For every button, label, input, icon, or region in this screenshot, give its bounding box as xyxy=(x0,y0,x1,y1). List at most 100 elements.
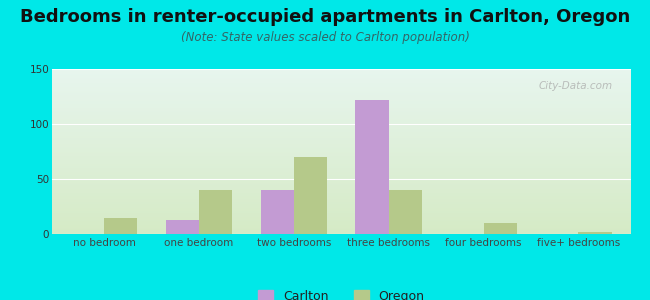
Bar xyxy=(52,207,630,208)
Bar xyxy=(52,90,630,91)
Bar xyxy=(52,121,630,122)
Bar xyxy=(52,73,630,74)
Bar xyxy=(52,194,630,195)
Bar xyxy=(52,180,630,181)
Bar xyxy=(52,125,630,126)
Bar xyxy=(52,192,630,193)
Bar xyxy=(52,82,630,83)
Bar xyxy=(52,198,630,199)
Bar xyxy=(52,216,630,217)
Bar xyxy=(52,159,630,160)
Bar xyxy=(52,91,630,92)
Bar xyxy=(52,164,630,165)
Bar xyxy=(52,102,630,103)
Bar xyxy=(52,123,630,124)
Bar xyxy=(52,80,630,81)
Bar xyxy=(52,222,630,223)
Bar xyxy=(52,115,630,116)
Text: City-Data.com: City-Data.com xyxy=(539,80,613,91)
Bar xyxy=(166,220,199,234)
Bar xyxy=(52,171,630,172)
Bar xyxy=(52,179,630,180)
Bar xyxy=(52,221,630,222)
Bar xyxy=(52,133,630,134)
Bar xyxy=(578,232,612,234)
Bar xyxy=(52,158,630,159)
Bar xyxy=(52,154,630,155)
Bar xyxy=(52,126,630,127)
Bar xyxy=(52,167,630,168)
Bar xyxy=(52,202,630,203)
Bar xyxy=(52,124,630,125)
Bar xyxy=(52,225,630,226)
Bar xyxy=(52,132,630,133)
Bar xyxy=(52,89,630,90)
Bar xyxy=(52,118,630,119)
Bar xyxy=(52,165,630,166)
Bar xyxy=(52,151,630,152)
Bar xyxy=(52,140,630,141)
Bar xyxy=(52,142,630,143)
Bar xyxy=(484,223,517,234)
Bar xyxy=(52,69,630,70)
Bar xyxy=(52,153,630,154)
Bar xyxy=(52,185,630,186)
Bar xyxy=(52,181,630,182)
Bar xyxy=(52,118,630,119)
Bar xyxy=(199,190,232,234)
Bar xyxy=(294,157,327,234)
Bar xyxy=(52,146,630,147)
Bar xyxy=(52,170,630,171)
Bar xyxy=(52,97,630,98)
Bar xyxy=(52,188,630,189)
Bar xyxy=(52,204,630,205)
Bar xyxy=(52,130,630,131)
Bar xyxy=(52,149,630,150)
Bar xyxy=(52,93,630,94)
Bar xyxy=(52,76,630,77)
Bar xyxy=(52,174,630,175)
Bar xyxy=(52,196,630,197)
Bar xyxy=(52,218,630,219)
Bar xyxy=(52,228,630,229)
Bar xyxy=(52,83,630,84)
Bar xyxy=(52,128,630,129)
Bar xyxy=(52,72,630,73)
Bar xyxy=(52,215,630,216)
Bar xyxy=(52,172,630,173)
Bar xyxy=(52,116,630,117)
Bar xyxy=(52,105,630,106)
Bar xyxy=(52,223,630,224)
Bar xyxy=(52,110,630,111)
Bar xyxy=(52,219,630,220)
Bar xyxy=(52,109,630,110)
Bar xyxy=(52,86,630,87)
Bar xyxy=(52,212,630,213)
Bar xyxy=(52,150,630,151)
Bar xyxy=(52,144,630,145)
Bar xyxy=(52,201,630,202)
Bar xyxy=(52,205,630,206)
Bar xyxy=(52,199,630,200)
Bar xyxy=(52,148,630,149)
Bar xyxy=(52,71,630,72)
Bar xyxy=(52,231,630,232)
Bar xyxy=(52,107,630,108)
Bar xyxy=(52,141,630,142)
Bar xyxy=(52,230,630,231)
Bar xyxy=(52,203,630,204)
Bar xyxy=(52,129,630,130)
Bar xyxy=(52,186,630,187)
Bar xyxy=(52,200,630,201)
Bar xyxy=(52,100,630,101)
Bar xyxy=(52,211,630,212)
Bar xyxy=(52,217,630,218)
Bar xyxy=(52,95,630,96)
Bar xyxy=(52,117,630,118)
Bar xyxy=(52,122,630,123)
Bar xyxy=(52,162,630,163)
Bar xyxy=(52,143,630,144)
Bar xyxy=(52,187,630,188)
Bar xyxy=(52,220,630,221)
Bar xyxy=(52,176,630,177)
